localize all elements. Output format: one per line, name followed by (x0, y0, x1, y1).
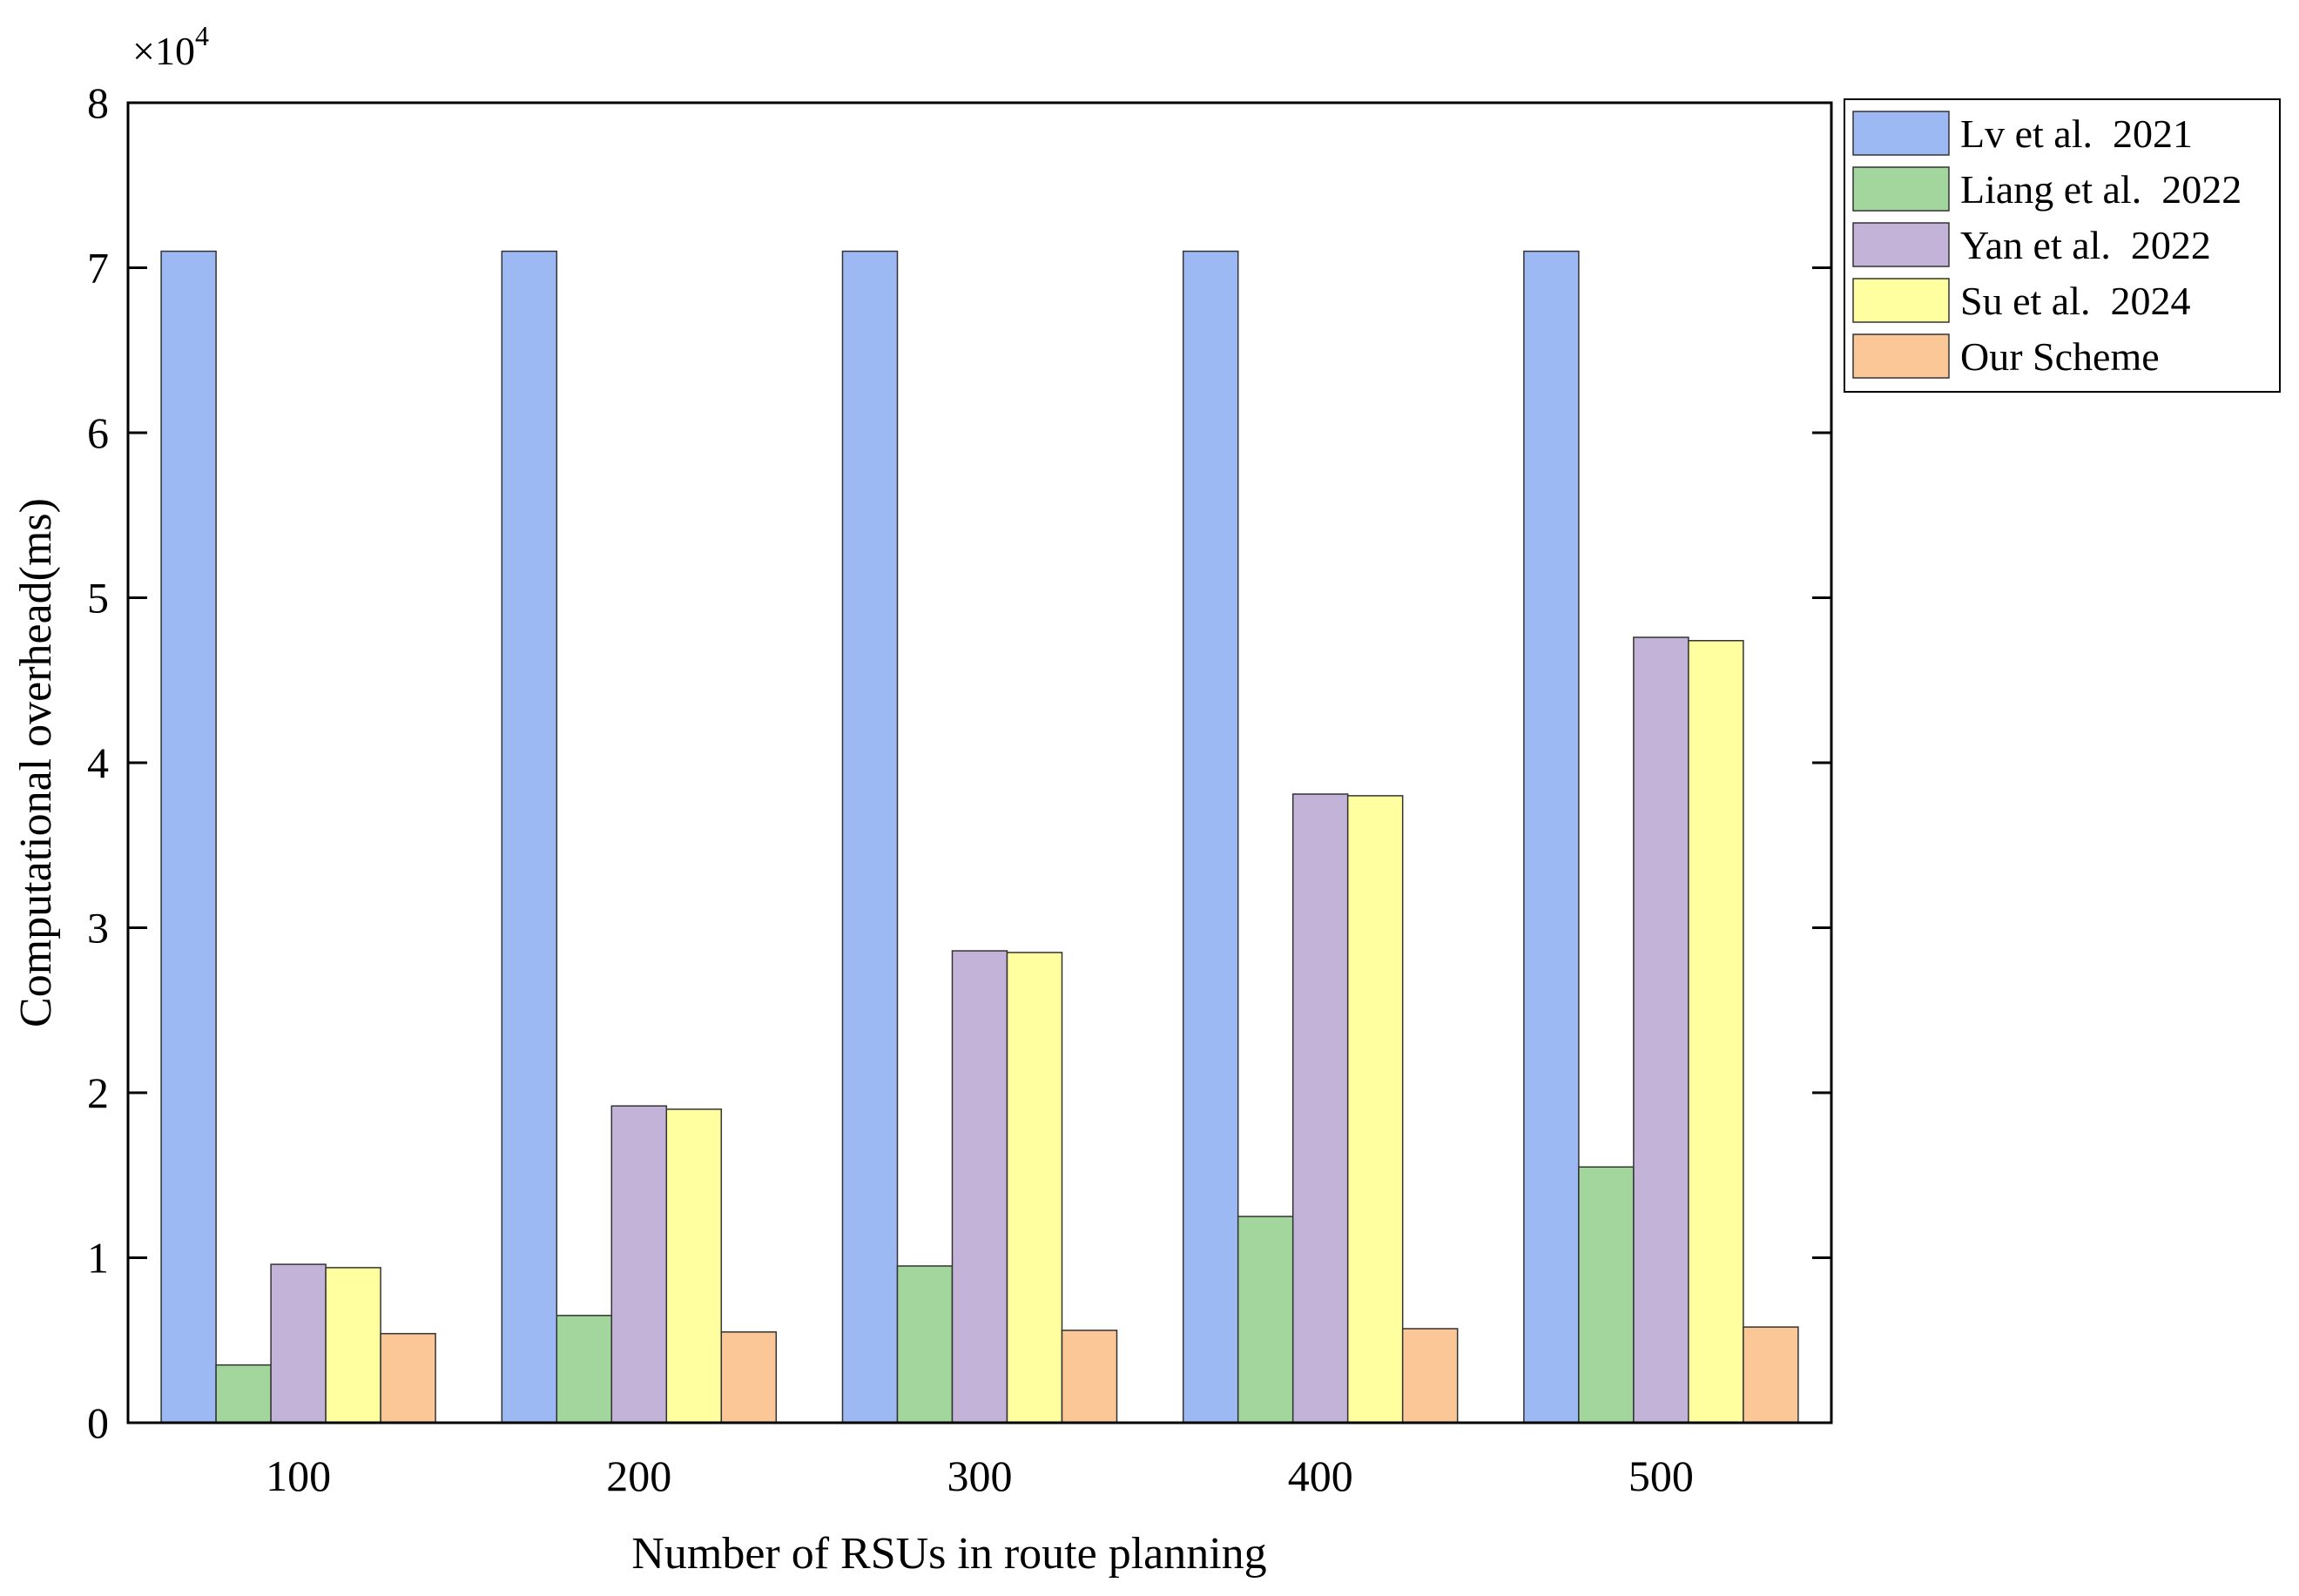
legend-swatch (1852, 166, 1950, 212)
bar-400-series-3 (1291, 793, 1349, 1424)
bar-200-series-1 (501, 250, 558, 1424)
bar-400-series-1 (1182, 250, 1239, 1424)
bar-100-series-1 (160, 250, 217, 1424)
bar-400-series-2 (1237, 1216, 1294, 1424)
bar-200-series-5 (720, 1331, 778, 1424)
bar-100-series-4 (325, 1267, 381, 1424)
bar-100-series-3 (270, 1263, 327, 1424)
bar-500-series-2 (1578, 1166, 1635, 1424)
y-tick-label: 7 (87, 244, 109, 293)
bar-500-series-1 (1523, 250, 1580, 1424)
x-tick-label: 400 (1288, 1451, 1353, 1500)
bar-200-series-3 (610, 1105, 668, 1424)
bar-100-series-2 (215, 1364, 272, 1424)
x-tick-label: 100 (266, 1451, 331, 1500)
bar-400-series-5 (1401, 1328, 1459, 1424)
bar-500-series-3 (1633, 636, 1689, 1424)
bar-300-series-1 (841, 250, 899, 1424)
bar-200-series-4 (665, 1108, 723, 1424)
bar-400-series-4 (1346, 795, 1404, 1424)
y-tick-label: 0 (87, 1398, 109, 1447)
legend: Lv et al. 2021 Liang et al. 2022 Yan et al… (1844, 98, 2281, 393)
legend-swatch (1852, 222, 1950, 267)
legend-label: Liang et al. 2022 (1960, 167, 2242, 212)
bar-200-series-2 (556, 1315, 613, 1424)
legend-swatch (1852, 278, 1950, 323)
bar-300-series-4 (1006, 952, 1063, 1424)
y-tick-label: 1 (87, 1234, 109, 1283)
y-tick-label: 2 (87, 1068, 109, 1117)
y-tick-label: 8 (87, 78, 109, 127)
y-tick-label: 3 (87, 904, 109, 953)
bar-500-series-5 (1743, 1326, 1799, 1424)
x-tick-label: 500 (1628, 1451, 1694, 1500)
x-tick-label: 300 (947, 1451, 1013, 1500)
bar-300-series-3 (951, 950, 1008, 1424)
legend-label: Lv et al. 2021 (1960, 111, 2193, 156)
bar-300-series-5 (1061, 1330, 1118, 1424)
y-axis-title: Computational overhead(ms) (11, 498, 61, 1027)
y-tick-label: 6 (87, 408, 109, 457)
legend-swatch (1852, 333, 1950, 379)
bar-500-series-4 (1688, 640, 1744, 1424)
y-multiplier: ×104 (132, 20, 209, 73)
y-tick-label: 5 (87, 574, 109, 623)
y-tick-label: 4 (87, 738, 109, 787)
bar-100-series-5 (380, 1332, 436, 1424)
x-axis-title: Number of RSUs in route planning (631, 1529, 1266, 1579)
legend-label: Su et al. 2024 (1960, 279, 2190, 323)
legend-swatch (1852, 111, 1950, 156)
plot-frame (126, 101, 1833, 1424)
legend-label: Yan et al. 2022 (1960, 223, 2211, 267)
x-tick-label: 200 (606, 1451, 671, 1500)
bar-300-series-2 (896, 1265, 954, 1424)
legend-label: Our Scheme (1960, 334, 2160, 379)
